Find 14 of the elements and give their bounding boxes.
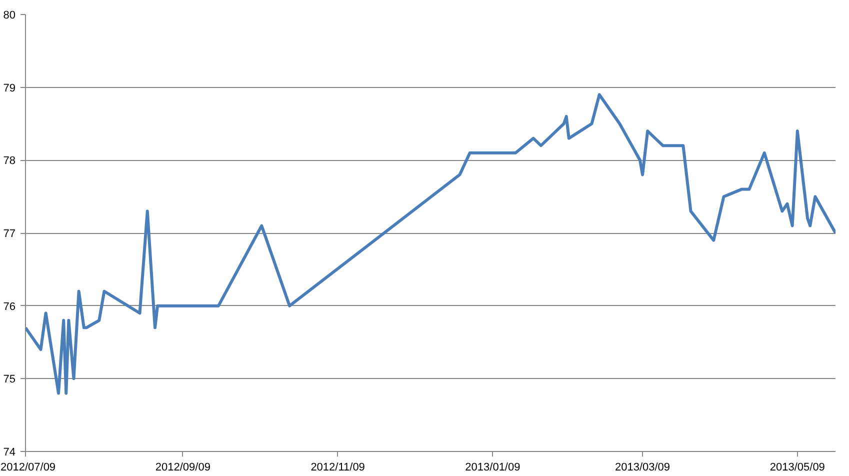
x-tick-label: 2012/09/09 [155,462,210,474]
x-tick-label: 2013/05/09 [770,462,825,474]
y-tick-label: 78 [3,155,16,168]
y-tick-label: 79 [3,82,16,94]
x-tick-label: 2013/03/09 [614,462,670,474]
y-tick-label: 74 [3,446,16,458]
x-tick-label: 2013/01/09 [465,462,520,474]
y-tick-label: 75 [3,374,16,386]
x-tick-label: 2012/11/09 [310,462,365,474]
line-series [26,93,836,395]
y-tick-label: 76 [3,300,16,313]
x-tick-label: 2012/07/09 [0,462,56,474]
y-tick-label: 77 [3,228,16,240]
y-tick-label: 80 [3,10,16,22]
